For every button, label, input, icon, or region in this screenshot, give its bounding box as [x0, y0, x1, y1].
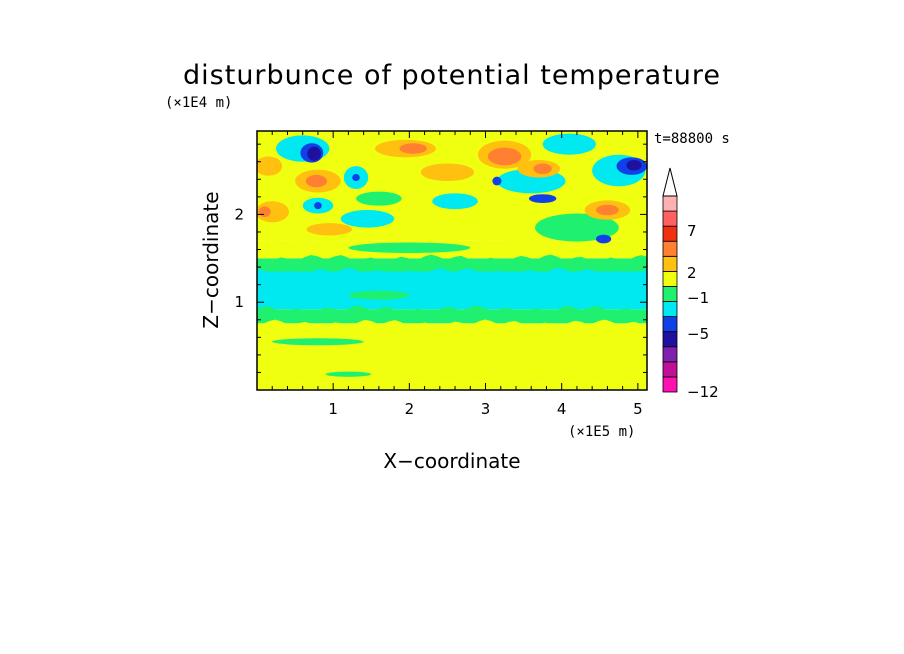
- colorbar-swatch: [662, 286, 678, 302]
- colorbar-swatch: [662, 316, 678, 333]
- contour-band-edge: [257, 319, 647, 330]
- contour-feature: [595, 204, 619, 216]
- contour-feature: [595, 234, 612, 244]
- contour-band-edge: [257, 267, 647, 278]
- colorbar-tick-label: −1: [687, 289, 709, 307]
- colorbar-tick-label: −5: [687, 325, 709, 343]
- contour-band: [257, 323, 647, 383]
- contour-feature: [306, 223, 353, 236]
- chart-title: disturbunce of potential temperature: [183, 60, 721, 91]
- contour-feature: [492, 176, 502, 186]
- contour-feature: [420, 163, 475, 182]
- colorbar-tick-label: 2: [687, 264, 697, 282]
- y-tick-label: 1: [234, 293, 244, 311]
- colorbar-swatch: [662, 346, 678, 363]
- contour-feature: [533, 163, 552, 175]
- contour-band-edge: [257, 305, 647, 316]
- x-tick-label: 5: [633, 400, 643, 418]
- contour-feature: [348, 290, 410, 300]
- colorbar-swatch: [662, 270, 678, 287]
- plot-frame: [256, 130, 648, 391]
- contour-feature: [352, 174, 360, 182]
- y-unit-label: (×1E4 m): [165, 95, 232, 111]
- x-axis: 1 2 3 4 5: [271, 131, 643, 418]
- contour-feature: [325, 371, 372, 377]
- contour-feature: [432, 193, 478, 210]
- x-tick-label: 2: [405, 400, 415, 418]
- x-tick-label: 1: [328, 400, 338, 418]
- colorbar-swatch: [662, 210, 678, 227]
- x-unit-label: (×1E5 m): [568, 424, 635, 440]
- x-tick-label: 3: [481, 400, 491, 418]
- contour-feature: [535, 213, 619, 242]
- contour-feature: [258, 206, 271, 218]
- colorbar-extend-arrow: [662, 167, 678, 197]
- contour-feature: [257, 156, 283, 176]
- contour-band-edge: [257, 254, 647, 265]
- colorbar-swatch: [662, 240, 678, 257]
- contour-feature: [528, 194, 557, 203]
- contour-feature: [257, 201, 289, 223]
- contour-feature: [348, 242, 471, 254]
- colorbar-tick-label: 7: [687, 222, 697, 240]
- contour-band-edge: [257, 378, 647, 389]
- colorbar-tick-label: −12: [687, 383, 719, 401]
- contour-band-edge: [257, 237, 647, 247]
- contour-feature: [399, 143, 427, 154]
- time-label: t=88800 s: [654, 131, 730, 147]
- contour-feature: [305, 174, 328, 188]
- colorbar-swatch: [662, 225, 678, 242]
- x-axis-label: X−coordinate: [383, 449, 520, 473]
- colorbar-swatch: [662, 301, 678, 318]
- contour-feature: [542, 133, 596, 155]
- colorbar-swatch: [662, 331, 678, 348]
- colorbar-swatch: [662, 195, 678, 212]
- contour-feature: [307, 146, 321, 161]
- contour-feature: [314, 202, 322, 210]
- colorbar-swatch: [662, 361, 678, 378]
- y-tick-label: 2: [234, 205, 244, 223]
- y-axis-label: Z−coordinate: [199, 191, 223, 328]
- contour-feature: [487, 147, 522, 166]
- contour-feature: [340, 210, 395, 228]
- contour-feature: [272, 338, 364, 346]
- x-tick-label: 4: [557, 400, 567, 418]
- colorbar-swatch: [662, 255, 678, 272]
- colorbar-swatch: [662, 376, 678, 393]
- colorbar: 7 2 −1 −5 −12: [662, 167, 719, 401]
- contour-band: [257, 271, 647, 310]
- contour-field: [257, 131, 647, 390]
- contour-feature: [356, 191, 402, 206]
- y-axis: 12: [234, 143, 647, 373]
- contour-feature: [626, 159, 642, 171]
